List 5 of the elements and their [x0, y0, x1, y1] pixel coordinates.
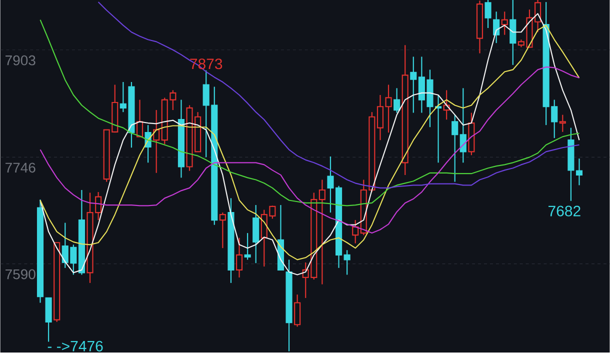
y-tick-label: 7746 — [6, 162, 36, 172]
y-tick-label: 7903 — [6, 55, 36, 66]
y-tick-label: 7590 — [6, 269, 36, 279]
annotation: - ->7476 — [48, 340, 103, 352]
annotation: 7682 — [548, 206, 580, 216]
